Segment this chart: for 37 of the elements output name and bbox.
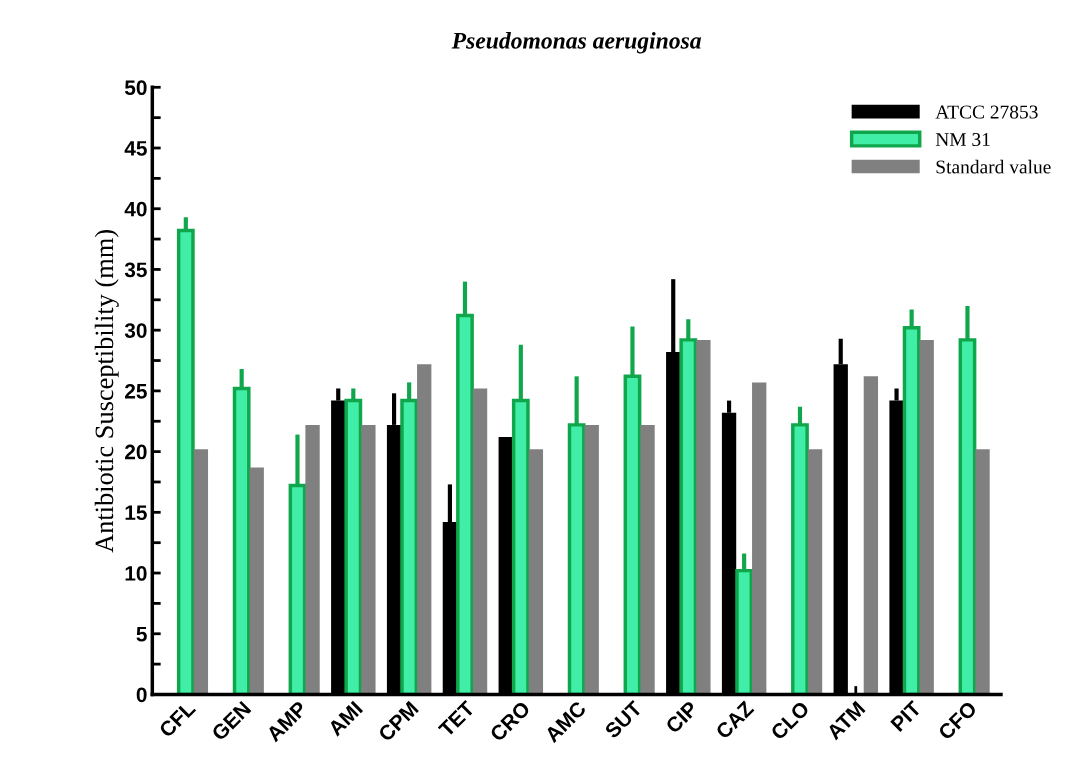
x-tick-label: CIP	[664, 700, 699, 735]
bar	[584, 424, 599, 695]
bar	[305, 424, 320, 695]
y-tick-label: 15	[125, 505, 147, 521]
bar	[528, 449, 544, 695]
y-axis-title: Antibiotic Susceptibility (mm)	[94, 230, 119, 553]
legend-label: ATCC 27853	[935, 105, 1038, 119]
y-tick-label: 30	[124, 323, 147, 338]
y-tick-label: 25	[125, 383, 147, 399]
x-tick-label: TET	[437, 700, 476, 738]
x-tick-label: CFL	[158, 700, 197, 739]
bar	[863, 376, 879, 695]
y-tick-label: 50	[124, 80, 147, 96]
bar	[472, 388, 488, 695]
legend-label: NM 31	[935, 132, 990, 147]
y-tick-label: 40	[124, 201, 147, 217]
bar	[696, 339, 711, 695]
bar	[807, 449, 823, 695]
y-tick-label: 5	[136, 626, 147, 642]
bar	[417, 364, 432, 695]
x-tick-label: CLO	[769, 700, 811, 741]
bar	[361, 424, 376, 695]
bar	[975, 449, 990, 695]
bar	[752, 382, 767, 695]
bar	[249, 467, 264, 695]
y-tick-label: 45	[124, 141, 147, 156]
y-tick-label: 10	[125, 566, 147, 581]
legend-label: Standard value	[936, 159, 1051, 174]
y-tick-label: 20	[125, 444, 147, 460]
y-tick-label: 0	[136, 687, 147, 703]
x-tick-label: CFO	[937, 700, 978, 741]
chart-title: Pseudomonas aeruginosa	[451, 32, 702, 54]
bar	[193, 449, 209, 695]
bar	[919, 339, 934, 695]
bar	[640, 424, 655, 695]
y-tick-label: 35	[124, 262, 147, 278]
x-tick-label: PIT	[890, 700, 923, 732]
